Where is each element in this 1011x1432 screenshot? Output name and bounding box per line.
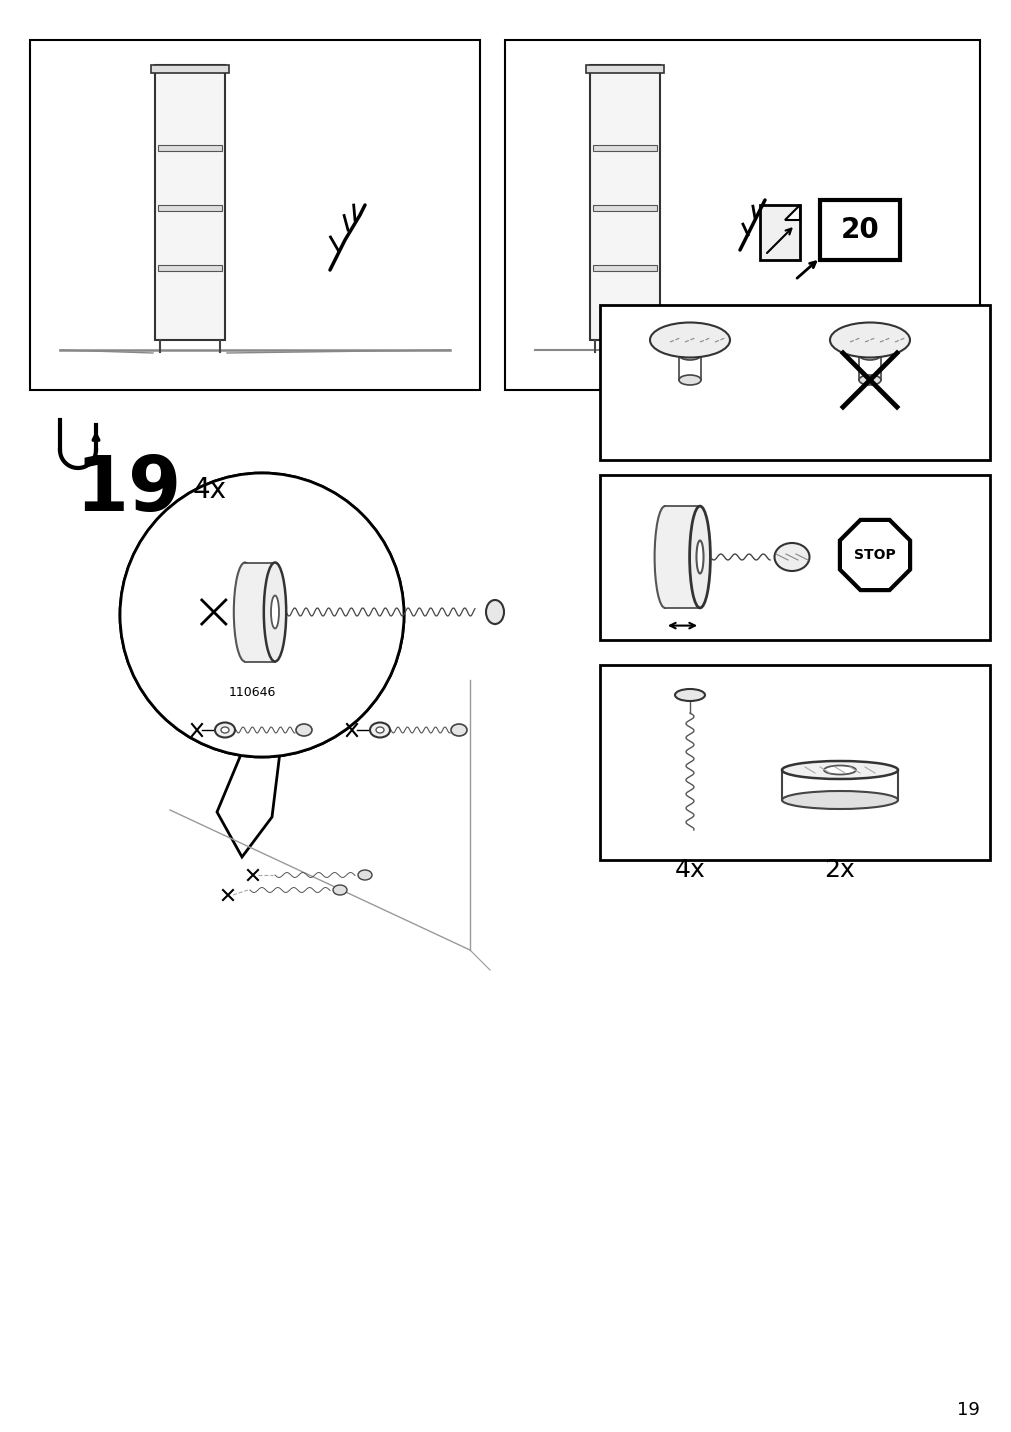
Bar bbox=[592, 145, 656, 150]
Ellipse shape bbox=[214, 723, 235, 737]
Text: 4x: 4x bbox=[193, 475, 226, 504]
Bar bbox=[30, 40, 479, 390]
Bar bbox=[158, 205, 221, 211]
Ellipse shape bbox=[674, 689, 705, 702]
Ellipse shape bbox=[220, 727, 228, 733]
Ellipse shape bbox=[264, 563, 286, 662]
Bar bbox=[504, 40, 979, 390]
Bar bbox=[600, 475, 989, 640]
Ellipse shape bbox=[370, 723, 389, 737]
Ellipse shape bbox=[678, 349, 701, 359]
Ellipse shape bbox=[696, 540, 703, 573]
Polygon shape bbox=[216, 752, 280, 856]
Bar bbox=[592, 265, 656, 271]
Polygon shape bbox=[759, 205, 800, 261]
Text: 19: 19 bbox=[75, 453, 181, 527]
Bar bbox=[664, 505, 700, 607]
Text: 2x: 2x bbox=[824, 858, 854, 882]
Ellipse shape bbox=[271, 596, 279, 629]
Ellipse shape bbox=[234, 563, 256, 662]
Ellipse shape bbox=[649, 322, 729, 358]
Bar bbox=[600, 664, 989, 861]
Polygon shape bbox=[839, 520, 909, 590]
Bar bbox=[600, 305, 989, 460]
Bar bbox=[589, 64, 659, 339]
Ellipse shape bbox=[773, 543, 809, 571]
Ellipse shape bbox=[858, 349, 881, 359]
Circle shape bbox=[120, 473, 403, 758]
Polygon shape bbox=[785, 205, 800, 221]
Bar bbox=[245, 563, 275, 662]
Ellipse shape bbox=[688, 505, 710, 607]
Ellipse shape bbox=[678, 375, 701, 385]
Text: 19: 19 bbox=[956, 1400, 979, 1419]
Ellipse shape bbox=[823, 766, 855, 775]
Ellipse shape bbox=[358, 871, 372, 881]
Bar bbox=[158, 145, 221, 150]
Ellipse shape bbox=[295, 725, 311, 736]
Circle shape bbox=[120, 473, 403, 758]
Ellipse shape bbox=[858, 375, 881, 385]
Bar bbox=[151, 64, 228, 73]
Bar bbox=[592, 205, 656, 211]
Bar bbox=[819, 200, 899, 261]
Ellipse shape bbox=[654, 505, 674, 607]
Ellipse shape bbox=[485, 600, 503, 624]
Bar bbox=[585, 64, 663, 73]
Ellipse shape bbox=[376, 727, 383, 733]
Ellipse shape bbox=[829, 322, 909, 358]
Text: 20: 20 bbox=[840, 216, 879, 243]
Ellipse shape bbox=[333, 885, 347, 895]
Ellipse shape bbox=[451, 725, 466, 736]
Text: 4x: 4x bbox=[674, 858, 705, 882]
Bar bbox=[158, 265, 221, 271]
Ellipse shape bbox=[782, 760, 897, 779]
Ellipse shape bbox=[782, 790, 897, 809]
Text: 110646: 110646 bbox=[228, 686, 275, 699]
Text: STOP: STOP bbox=[853, 548, 895, 561]
Bar bbox=[155, 64, 224, 339]
Ellipse shape bbox=[776, 548, 791, 566]
